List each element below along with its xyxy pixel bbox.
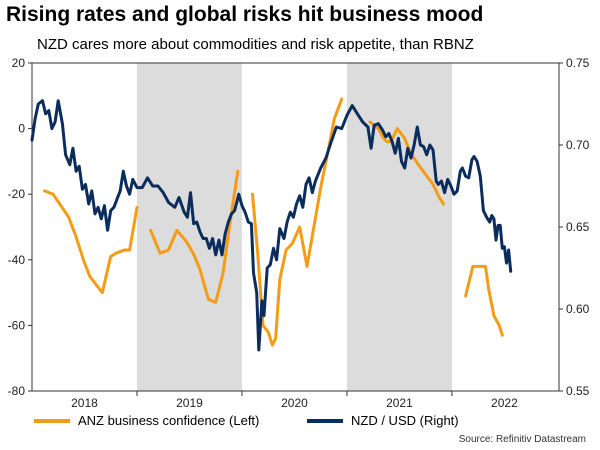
x-axis-tick-label: 2022	[491, 396, 518, 410]
x-axis-tick-label: 2019	[176, 396, 203, 410]
legend-item-nzd: NZD / USD (Right)	[307, 413, 459, 428]
legend-label-anz: ANZ business confidence (Left)	[78, 413, 260, 428]
left-axis-tick-label: -80	[8, 384, 26, 398]
legend-swatch-anz	[34, 418, 70, 423]
left-axis-tick-label: 20	[12, 56, 26, 70]
left-axis-tick-label: -20	[8, 187, 26, 201]
left-axis-tick-label: -60	[8, 318, 26, 332]
x-axis-tick-label: 2018	[71, 396, 98, 410]
left-axis-tick-label: 0	[18, 122, 25, 136]
legend-item-anz: ANZ business confidence (Left)	[34, 413, 259, 428]
shaded-period-1	[136, 63, 242, 391]
right-axis-tick-label: 0.60	[566, 302, 590, 316]
anz-confidence-line-segment-5	[464, 264, 504, 337]
x-axis-tick-label: 2021	[386, 396, 413, 410]
anz-confidence-line-segment-1	[43, 189, 139, 295]
right-axis-tick-label: 0.70	[566, 138, 590, 152]
anz-confidence-line-segment-2	[149, 169, 240, 304]
shaded-period-2	[346, 63, 452, 391]
anz-confidence-line-segment-4	[368, 120, 445, 206]
x-axis-tick-label: 2020	[281, 396, 308, 410]
chart-subtitle: NZD cares more about commodities and ris…	[37, 36, 474, 53]
legend-swatch-nzd	[307, 418, 343, 423]
right-axis-tick-label: 0.55	[566, 384, 590, 398]
right-axis-tick-label: 0.75	[566, 56, 590, 70]
left-axis-tick-label: -40	[8, 253, 26, 267]
anz-confidence-line-segment-3	[251, 97, 344, 347]
right-axis-tick-label: 0.65	[566, 220, 590, 234]
nzdusd-line-segment-1	[30, 99, 513, 352]
source-note: Source: Refinitiv Datastream	[458, 434, 586, 445]
legend-label-nzd: NZD / USD (Right)	[351, 413, 459, 428]
chart-title: Rising rates and global risks hit busine…	[6, 3, 484, 26]
plot-frame	[31, 62, 560, 392]
